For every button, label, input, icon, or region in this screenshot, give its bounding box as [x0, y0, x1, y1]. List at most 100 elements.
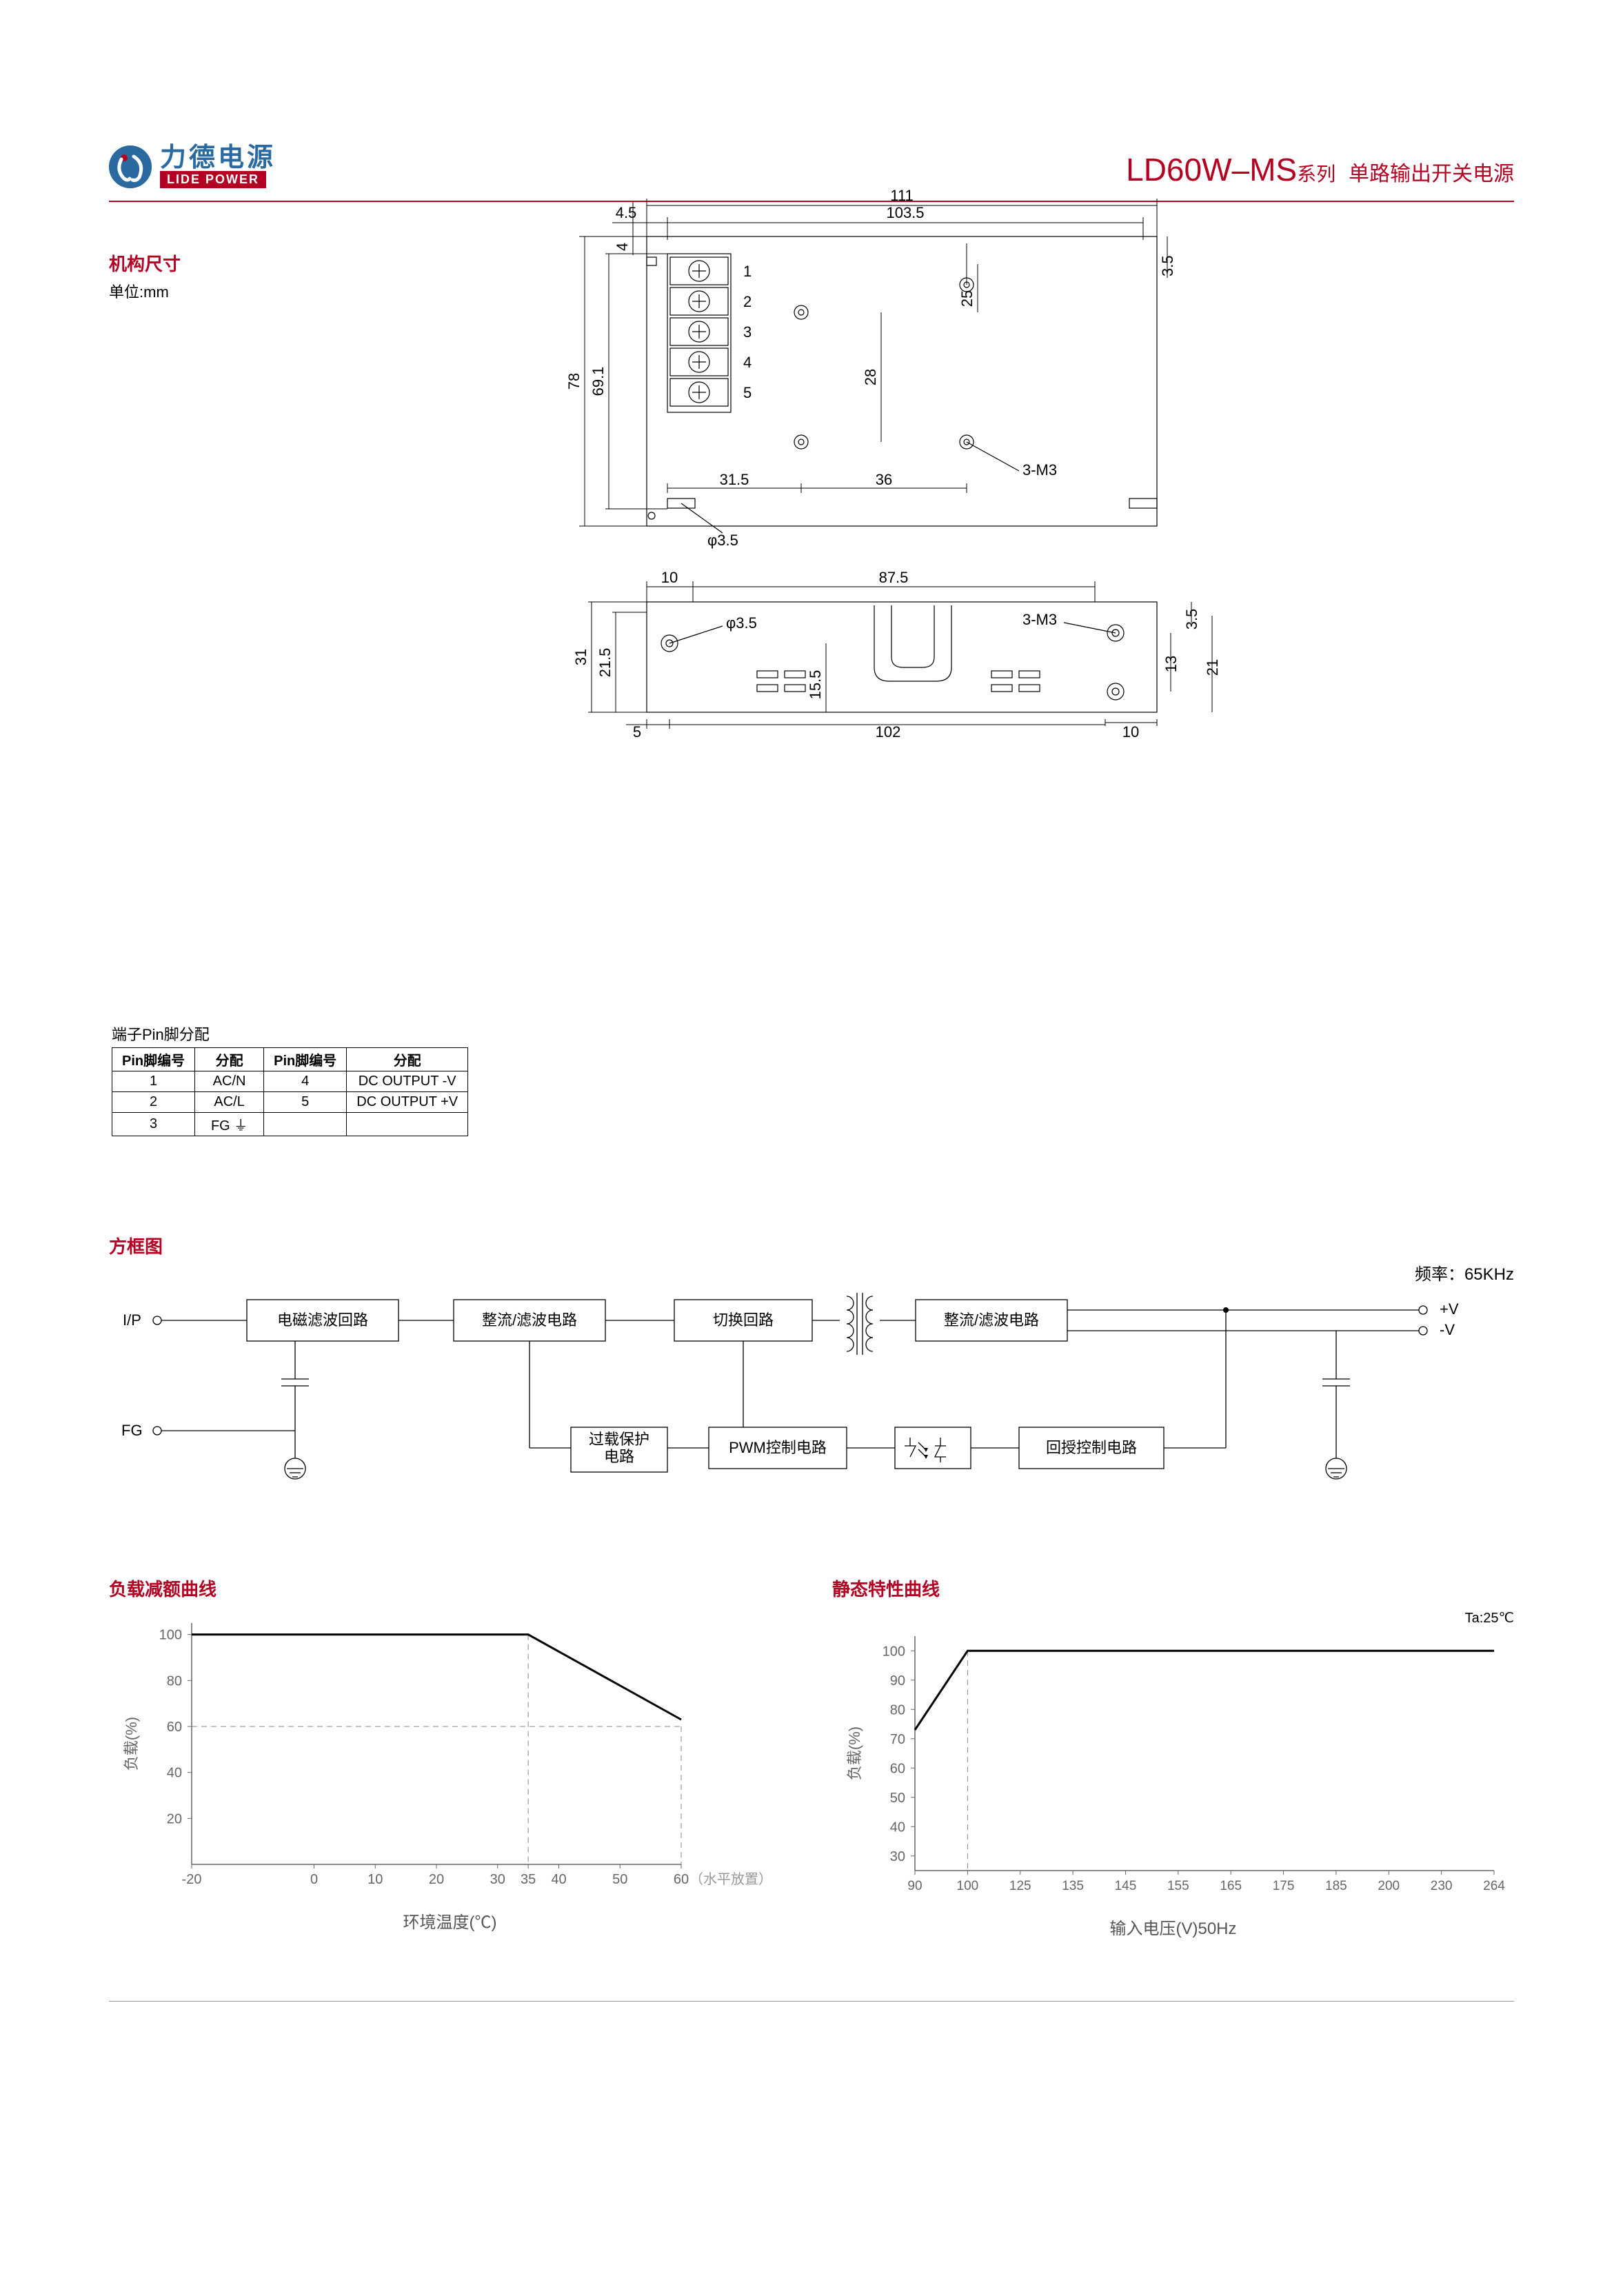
svg-text:10: 10 — [367, 1872, 383, 1887]
svg-text:40: 40 — [167, 1766, 182, 1781]
svg-text:185: 185 — [1325, 1879, 1347, 1893]
svg-text:0: 0 — [310, 1872, 318, 1887]
block-freq: 频率：65KHz — [1415, 1260, 1514, 1285]
static-note: Ta:25℃ — [832, 1609, 1514, 1627]
svg-text:70: 70 — [890, 1732, 905, 1747]
svg-text:102: 102 — [876, 723, 901, 741]
logo-block: 力德电源 LIDE POWER — [109, 145, 276, 188]
svg-text:60: 60 — [674, 1872, 689, 1887]
svg-text:-V: -V — [1440, 1321, 1455, 1338]
static-xlabel: 输入电压(V)50Hz — [832, 1915, 1514, 1939]
svg-text:3-M3: 3-M3 — [1022, 461, 1057, 479]
svg-text:-20: -20 — [182, 1872, 202, 1887]
svg-text:90: 90 — [907, 1879, 922, 1893]
svg-text:25: 25 — [958, 290, 976, 307]
svg-text:175: 175 — [1273, 1879, 1295, 1893]
svg-text:1: 1 — [743, 263, 752, 280]
svg-text:过载保护: 过载保护 — [589, 1431, 649, 1448]
svg-text:20: 20 — [429, 1872, 444, 1887]
title-model: LD60W–MS — [1126, 152, 1297, 188]
static-chart-block: 静态特性曲线 Ta:25℃ 10090807060504030901001251… — [832, 1575, 1514, 1939]
svg-text:125: 125 — [1009, 1879, 1031, 1893]
svg-text:15.5: 15.5 — [807, 670, 824, 700]
logo-text-cn: 力德电源 — [160, 145, 276, 171]
svg-text:50: 50 — [612, 1872, 627, 1887]
svg-text:整流/滤波电路: 整流/滤波电路 — [482, 1311, 577, 1329]
page-header: 力德电源 LIDE POWER LD60W–MS系列 单路输出开关电源 — [109, 145, 1514, 188]
svg-text:80: 80 — [890, 1702, 905, 1718]
svg-text:21: 21 — [1204, 659, 1221, 676]
svg-text:φ3.5: φ3.5 — [726, 614, 757, 632]
derating-xlabel: 环境温度(℃) — [109, 1909, 791, 1933]
svg-text:10: 10 — [1122, 723, 1139, 741]
svg-text:230: 230 — [1431, 1879, 1453, 1893]
svg-text:100: 100 — [883, 1644, 905, 1659]
charts-row: 负载减额曲线 100 80 60 40 20 -20 0 10 20 30 35 40 50 60 负载(%… — [109, 1575, 1514, 1939]
svg-text:PWM控制电路: PWM控制电路 — [729, 1439, 827, 1456]
svg-text:100: 100 — [159, 1628, 182, 1643]
logo-icon — [109, 145, 152, 188]
dim-111: 111 — [890, 188, 913, 204]
static-chart: 1009080706050403090100125135145155165175… — [832, 1629, 1508, 1912]
svg-text:30: 30 — [890, 1849, 905, 1864]
svg-text:20: 20 — [167, 1811, 182, 1826]
pin-table: Pin脚编号 分配 Pin脚编号 分配 1 AC/N 4 DC OUTPUT -… — [112, 1047, 468, 1136]
svg-text:60: 60 — [890, 1761, 905, 1776]
svg-text:31: 31 — [572, 649, 589, 665]
svg-text:80: 80 — [167, 1673, 182, 1689]
block-diagram-section: 方框图 频率：65KHz I/P FG 电磁滤波回路 — [109, 1233, 1514, 1527]
svg-text:3-M3: 3-M3 — [1022, 611, 1057, 628]
mechanical-section: 机构尺寸 单位:mm 111 103.5 4.5 — [109, 250, 1514, 1191]
title-series: 系列 — [1297, 163, 1335, 185]
svg-text:3: 3 — [743, 323, 752, 341]
svg-text:60: 60 — [167, 1720, 182, 1735]
svg-text:3.5: 3.5 — [1159, 255, 1176, 276]
svg-text:135: 135 — [1062, 1879, 1084, 1893]
pin-th2: 分配 — [195, 1048, 264, 1071]
svg-text:50: 50 — [890, 1791, 905, 1806]
svg-text:电磁滤波回路: 电磁滤波回路 — [277, 1311, 368, 1329]
dim-103.5: 103.5 — [886, 204, 924, 221]
svg-text:31.5: 31.5 — [720, 471, 749, 488]
footer-rule — [109, 2001, 1514, 2002]
svg-text:φ3.5: φ3.5 — [707, 532, 738, 549]
svg-text:4: 4 — [743, 354, 752, 371]
pin-th3: Pin脚编号 — [264, 1048, 347, 1071]
svg-text:+V: +V — [1440, 1300, 1459, 1318]
svg-text:69.1: 69.1 — [589, 367, 607, 396]
svg-text:40: 40 — [890, 1820, 905, 1835]
svg-text:28: 28 — [862, 369, 879, 385]
svg-text:36: 36 — [876, 471, 892, 488]
pin-table-block: 端子Pin脚分配 Pin脚编号 分配 Pin脚编号 分配 1 AC/N 4 DC… — [112, 1023, 468, 1136]
svg-text:FG: FG — [121, 1422, 143, 1439]
logo-text-en: LIDE POWER — [160, 171, 266, 188]
svg-text:5: 5 — [743, 384, 752, 401]
svg-text:165: 165 — [1220, 1879, 1242, 1893]
svg-text:155: 155 — [1167, 1879, 1189, 1893]
derating-chart: 10080604020-20010203035405060负载(%)（水平放置） — [109, 1609, 771, 1906]
title-block: LD60W–MS系列 单路输出开关电源 — [1126, 151, 1514, 188]
pin-th4: 分配 — [347, 1048, 468, 1071]
svg-text:负载(%): 负载(%) — [846, 1726, 863, 1780]
derating-chart-block: 负载减额曲线 10080604020-20010203035405060负载(%… — [109, 1575, 791, 1939]
block-title: 方框图 — [109, 1233, 1514, 1258]
svg-text:4.5: 4.5 — [616, 204, 637, 221]
svg-text:I/P: I/P — [123, 1311, 141, 1329]
pin-th1: Pin脚编号 — [112, 1048, 195, 1071]
svg-text:整流/滤波电路: 整流/滤波电路 — [944, 1311, 1039, 1329]
svg-text:负载(%): 负载(%) — [123, 1717, 140, 1771]
derating-title: 负载减额曲线 — [109, 1575, 791, 1601]
svg-text:2: 2 — [743, 293, 752, 310]
svg-text:5: 5 — [633, 723, 641, 741]
svg-text:21.5: 21.5 — [596, 648, 614, 678]
svg-text:13: 13 — [1162, 656, 1180, 672]
mechanical-drawing: 111 103.5 4.5 4 — [199, 188, 1371, 933]
svg-text:4: 4 — [614, 243, 631, 251]
svg-text:78: 78 — [565, 373, 583, 390]
block-diagram: I/P FG 电磁滤波回路 整流/滤波电路 切换 — [109, 1272, 1502, 1527]
svg-text:3.5: 3.5 — [1183, 609, 1200, 630]
svg-text:145: 145 — [1115, 1879, 1137, 1893]
title-desc: 单路输出开关电源 — [1349, 163, 1514, 185]
svg-text:200: 200 — [1378, 1879, 1400, 1893]
svg-text:35: 35 — [521, 1872, 536, 1887]
